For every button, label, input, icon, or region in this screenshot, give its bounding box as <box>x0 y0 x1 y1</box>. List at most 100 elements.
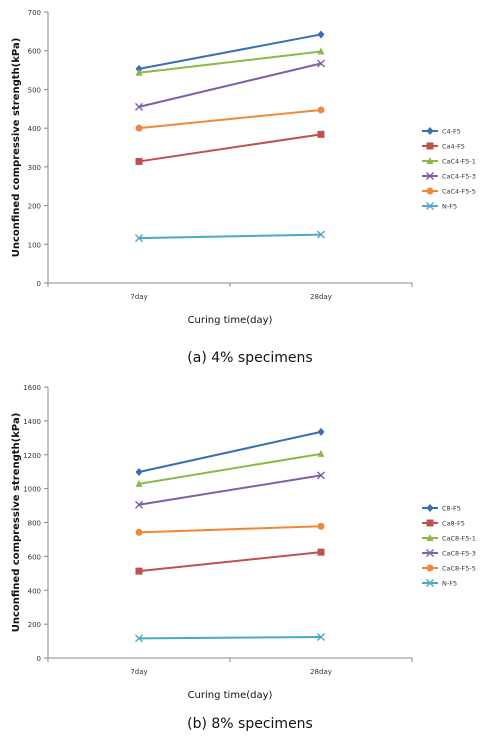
y-tick-label: 700 <box>28 9 41 17</box>
series-cac4-f5-3 <box>135 59 325 111</box>
legend-label: C8-F5 <box>442 505 461 513</box>
data-point <box>135 500 143 509</box>
series-n-f5 <box>135 230 325 243</box>
data-point <box>317 471 325 480</box>
data-point <box>135 567 143 575</box>
legend-marker <box>426 549 434 557</box>
legend-item: CaC8-F5-1 <box>422 534 476 543</box>
series-ca4-f5 <box>135 130 325 165</box>
legend-item: CaC8-F5-3 <box>422 549 476 558</box>
legend-marker <box>426 142 434 150</box>
legend-item: N-F5 <box>422 579 457 588</box>
legend-item: CaC4-F5-5 <box>422 187 476 196</box>
series-line <box>138 430 322 474</box>
legend-item: CaC8-F5-5 <box>422 564 476 573</box>
y-tick-label: 200 <box>28 621 41 629</box>
legend-marker <box>426 579 434 587</box>
data-point <box>317 30 325 39</box>
data-point <box>317 548 325 556</box>
series-n-f5 <box>135 633 325 643</box>
y-axis-title: Unconfined compressive strength(kPa) <box>11 413 22 633</box>
legend-item: CaC4-F5-3 <box>422 172 476 181</box>
series-line <box>138 233 322 240</box>
data-point <box>317 633 325 641</box>
data-point <box>317 59 325 68</box>
series-line <box>138 50 322 74</box>
y-tick-label: 300 <box>28 164 41 172</box>
data-point <box>135 468 143 477</box>
y-tick-label: 0 <box>37 280 41 288</box>
data-point <box>317 47 325 55</box>
series-cac8-f5-1 <box>135 449 325 487</box>
series-line <box>138 62 322 108</box>
legend-marker <box>426 157 434 164</box>
data-point <box>317 522 325 530</box>
series-line <box>138 108 322 130</box>
data-point <box>135 157 143 165</box>
legend-item: Ca8-F5 <box>422 519 465 528</box>
legend-marker <box>426 564 434 572</box>
x-tick-label: 7day <box>130 668 147 676</box>
legend-label: CaC8-F5-3 <box>442 550 476 558</box>
legend-label: CaC4-F5-5 <box>442 188 476 196</box>
y-tick-label: 800 <box>28 520 41 528</box>
legend-marker <box>426 534 434 541</box>
y-tick-label: 1000 <box>23 486 41 494</box>
series-ca8-f5 <box>135 548 325 575</box>
series-cac4-f5-1 <box>135 47 325 76</box>
legend-label: CaC8-F5-1 <box>442 535 476 543</box>
y-tick-label: 1600 <box>23 384 41 392</box>
y-tick-label: 1200 <box>23 452 41 460</box>
chart-b: 0 200 400 600 800 1000 1200 1400 1600 7day 28day Cu… <box>11 384 476 701</box>
legend-marker <box>426 127 434 135</box>
legend-marker <box>426 202 434 210</box>
data-point <box>317 427 325 436</box>
legend: C8-F5 Ca8-F5 CaC8-F5-1 CaC8-F5-3 CaC8-F5-5 N-… <box>422 504 476 588</box>
y-tick-label: 400 <box>28 125 41 133</box>
legend-item: C8-F5 <box>422 504 461 513</box>
series-cac8-f5-5 <box>135 522 325 536</box>
y-tick-label: 500 <box>28 86 41 94</box>
legend: C4-F5 Ca4-F5 CaC4-F5-1 CaC4-F5-3 CaC4-F5-5 N-… <box>422 127 476 211</box>
data-point <box>317 449 325 457</box>
series-line <box>138 551 322 573</box>
legend-marker <box>426 187 434 195</box>
legend-label: CaC4-F5-3 <box>442 173 476 181</box>
series-c8-f5 <box>135 427 325 477</box>
chart-panel-a: 0 100 200 300 400 500 600 700 7day 28day Curing ti… <box>11 9 476 366</box>
chart-a: 0 100 200 300 400 500 600 700 7day 28day Curing ti… <box>11 9 476 326</box>
series-c4-f5 <box>135 30 325 73</box>
legend-item: CaC4-F5-1 <box>422 157 476 166</box>
y-tick-label: 1400 <box>23 418 41 426</box>
data-point <box>135 68 143 76</box>
x-tick-label: 28day <box>310 668 332 676</box>
legend-label: Ca8-F5 <box>442 520 465 528</box>
series-line <box>138 525 322 534</box>
y-tick-label: 400 <box>28 587 41 595</box>
y-tick-label: 200 <box>28 203 41 211</box>
data-point <box>135 234 143 243</box>
data-point <box>135 634 143 643</box>
series-line <box>138 474 322 506</box>
legend-marker <box>426 172 434 180</box>
legend-label: Ca4-F5 <box>442 143 465 151</box>
x-axis-title: Curing time(day) <box>188 315 273 326</box>
data-point <box>317 130 325 138</box>
data-point <box>317 230 325 239</box>
x-tick-label: 28day <box>310 293 332 301</box>
y-tick-label: 0 <box>37 655 41 663</box>
legend-marker <box>426 504 434 512</box>
y-tick-label: 600 <box>28 553 41 561</box>
series-line <box>138 133 322 163</box>
y-tick-label: 100 <box>28 241 41 249</box>
legend-label: CaC8-F5-5 <box>442 565 476 573</box>
legend-label: C4-F5 <box>442 128 461 136</box>
y-tick-label: 600 <box>28 48 41 56</box>
x-tick-label: 7day <box>130 293 147 301</box>
legend-item: N-F5 <box>422 202 457 211</box>
y-axis-title: Unconfined compressive strength(kPa) <box>11 38 22 258</box>
data-point <box>135 479 143 487</box>
legend-item: C4-F5 <box>422 127 461 136</box>
series-line <box>138 635 322 640</box>
caption-b: (b) 8% specimens <box>187 716 313 732</box>
